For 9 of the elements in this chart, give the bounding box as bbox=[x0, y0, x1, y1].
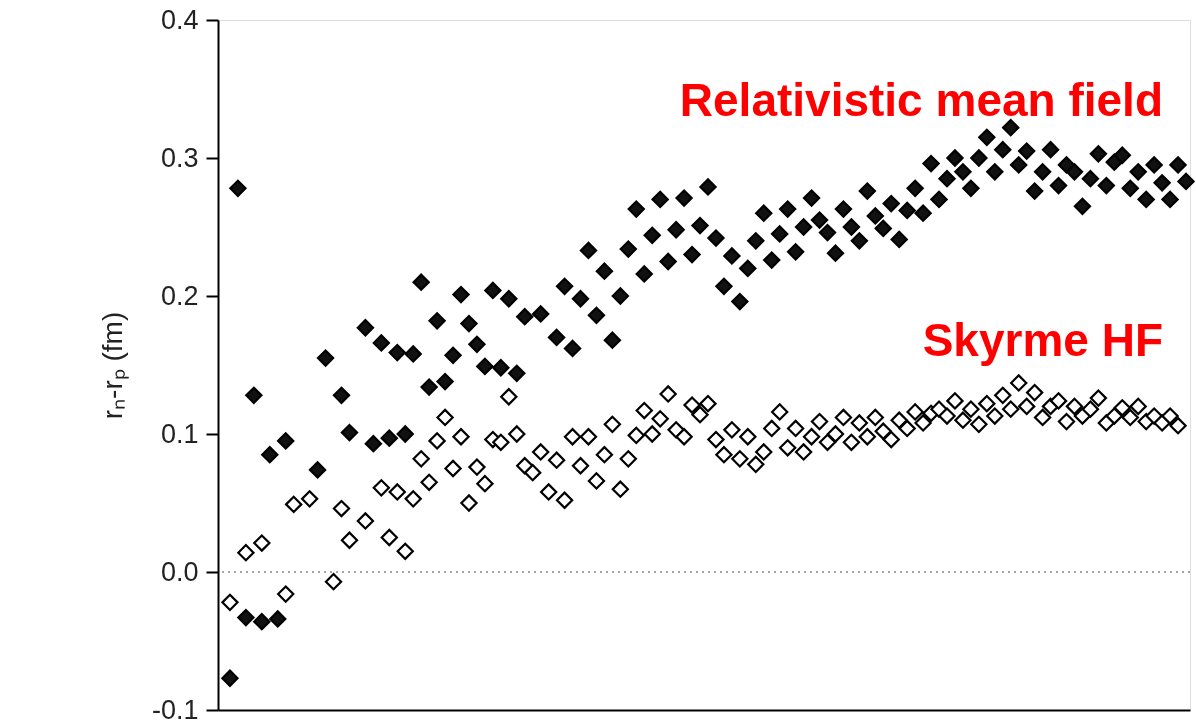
y-tick-label: -0.1 bbox=[151, 694, 199, 722]
y-tick-label: 0.1 bbox=[160, 418, 199, 449]
y-tick-label: 0.0 bbox=[160, 556, 199, 587]
annotation: Relativistic mean field bbox=[679, 74, 1163, 126]
y-axis-title: rₙ-rₚ (fm) bbox=[96, 311, 129, 420]
y-tick-label: 0.4 bbox=[160, 4, 199, 35]
annotation: Skyrme HF bbox=[922, 314, 1163, 366]
y-tick-label: 0.2 bbox=[160, 280, 199, 311]
y-tick-label: 0.3 bbox=[160, 142, 199, 173]
